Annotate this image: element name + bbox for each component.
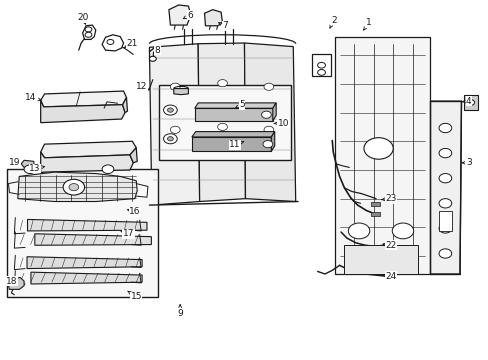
Text: 4: 4 xyxy=(462,96,470,105)
Polygon shape xyxy=(334,37,429,274)
Text: 7: 7 xyxy=(218,21,227,30)
Polygon shape xyxy=(41,91,126,107)
Circle shape xyxy=(163,105,177,115)
Polygon shape xyxy=(194,108,272,121)
Circle shape xyxy=(217,123,227,131)
Text: 22: 22 xyxy=(382,241,396,250)
Polygon shape xyxy=(149,44,199,205)
Text: 12: 12 xyxy=(136,82,148,91)
Circle shape xyxy=(438,249,451,258)
Circle shape xyxy=(217,80,227,87)
Circle shape xyxy=(264,83,273,90)
Circle shape xyxy=(85,32,92,37)
Bar xyxy=(159,85,290,160)
Circle shape xyxy=(163,134,177,144)
Polygon shape xyxy=(27,220,147,231)
Bar xyxy=(370,202,379,206)
Circle shape xyxy=(438,174,451,183)
Circle shape xyxy=(170,126,180,134)
Text: 24: 24 xyxy=(382,271,396,280)
Polygon shape xyxy=(191,132,274,137)
Bar xyxy=(370,212,379,216)
Circle shape xyxy=(167,108,173,112)
Text: 18: 18 xyxy=(6,276,17,285)
Text: 6: 6 xyxy=(183,10,192,19)
Circle shape xyxy=(170,83,180,90)
Polygon shape xyxy=(41,152,133,173)
Polygon shape xyxy=(41,141,136,158)
Bar xyxy=(6,169,158,297)
Circle shape xyxy=(261,111,271,118)
Bar xyxy=(311,54,330,76)
Polygon shape xyxy=(191,137,271,151)
Polygon shape xyxy=(428,101,461,274)
Circle shape xyxy=(107,40,114,44)
Text: 20: 20 xyxy=(77,13,88,24)
Bar xyxy=(463,95,477,110)
Text: 2: 2 xyxy=(329,16,336,28)
Circle shape xyxy=(466,100,474,105)
Circle shape xyxy=(363,138,392,159)
Circle shape xyxy=(263,140,272,148)
Polygon shape xyxy=(271,132,274,151)
Circle shape xyxy=(264,126,273,134)
Text: 23: 23 xyxy=(381,194,396,203)
Polygon shape xyxy=(168,5,190,25)
Circle shape xyxy=(102,165,114,174)
Circle shape xyxy=(438,148,451,158)
Text: 21: 21 xyxy=(123,39,138,48)
Polygon shape xyxy=(272,103,276,121)
Polygon shape xyxy=(35,234,151,245)
Polygon shape xyxy=(18,172,137,202)
Circle shape xyxy=(438,199,451,208)
Bar xyxy=(438,211,451,231)
Polygon shape xyxy=(194,103,276,108)
Polygon shape xyxy=(198,43,245,202)
Text: 8: 8 xyxy=(153,46,160,55)
Text: 3: 3 xyxy=(461,158,471,167)
Text: 10: 10 xyxy=(274,119,289,128)
Text: 17: 17 xyxy=(121,229,134,238)
Text: 5: 5 xyxy=(235,100,244,109)
Polygon shape xyxy=(130,148,137,163)
Text: 15: 15 xyxy=(127,291,142,301)
Text: 1: 1 xyxy=(363,18,371,30)
Text: 9: 9 xyxy=(177,305,183,318)
Circle shape xyxy=(438,123,451,133)
Polygon shape xyxy=(122,98,127,113)
Polygon shape xyxy=(41,100,125,123)
Polygon shape xyxy=(27,257,142,269)
Circle shape xyxy=(85,27,92,32)
Text: 13: 13 xyxy=(29,164,44,173)
Circle shape xyxy=(317,69,325,75)
Polygon shape xyxy=(344,245,417,274)
Text: 16: 16 xyxy=(127,207,140,216)
Circle shape xyxy=(149,56,156,61)
Circle shape xyxy=(317,62,325,68)
Circle shape xyxy=(24,165,36,174)
Circle shape xyxy=(391,223,413,239)
Polygon shape xyxy=(21,160,34,167)
Polygon shape xyxy=(8,278,24,289)
Circle shape xyxy=(347,223,369,239)
Polygon shape xyxy=(82,25,96,40)
Text: 11: 11 xyxy=(228,140,244,149)
Polygon shape xyxy=(31,272,142,284)
Text: 19: 19 xyxy=(9,158,21,167)
Circle shape xyxy=(69,184,79,191)
Circle shape xyxy=(167,136,173,141)
Text: 14: 14 xyxy=(25,93,41,102)
Polygon shape xyxy=(102,35,123,51)
Polygon shape xyxy=(244,43,295,202)
Polygon shape xyxy=(204,10,222,26)
Polygon shape xyxy=(173,89,188,95)
Circle shape xyxy=(63,179,84,195)
Circle shape xyxy=(438,224,451,233)
